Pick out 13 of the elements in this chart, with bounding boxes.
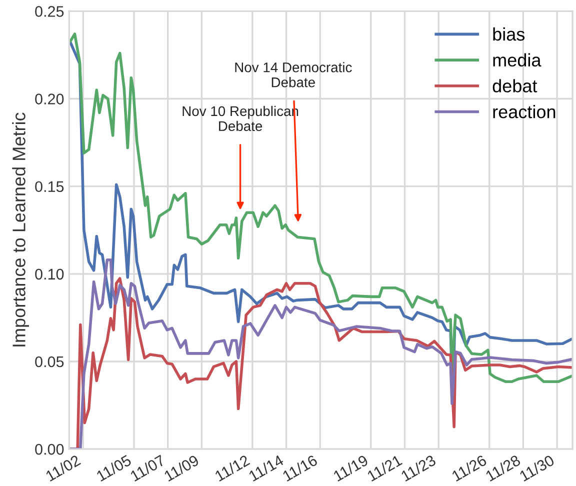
annotation: Nov 14 Democratic Debate — [235, 62, 352, 88]
y-tick-label: 0.15 — [35, 181, 64, 192]
legend-label: bias — [493, 27, 525, 41]
legend-label: reaction — [493, 105, 556, 118]
y-tick-label: 0.05 — [35, 356, 64, 368]
legend-label: media — [493, 53, 542, 67]
y-tick-label: 0.25 — [35, 6, 64, 17]
y-tick-label: 0.10 — [35, 268, 64, 280]
y-tick-label: 0.00 — [35, 444, 64, 455]
legend-label: debat — [492, 79, 538, 92]
y-tick-label: 0.20 — [35, 94, 64, 104]
x-tick-label: 11/21 — [366, 454, 403, 482]
y-axis-title: Importance to Learned Metric — [12, 112, 29, 346]
